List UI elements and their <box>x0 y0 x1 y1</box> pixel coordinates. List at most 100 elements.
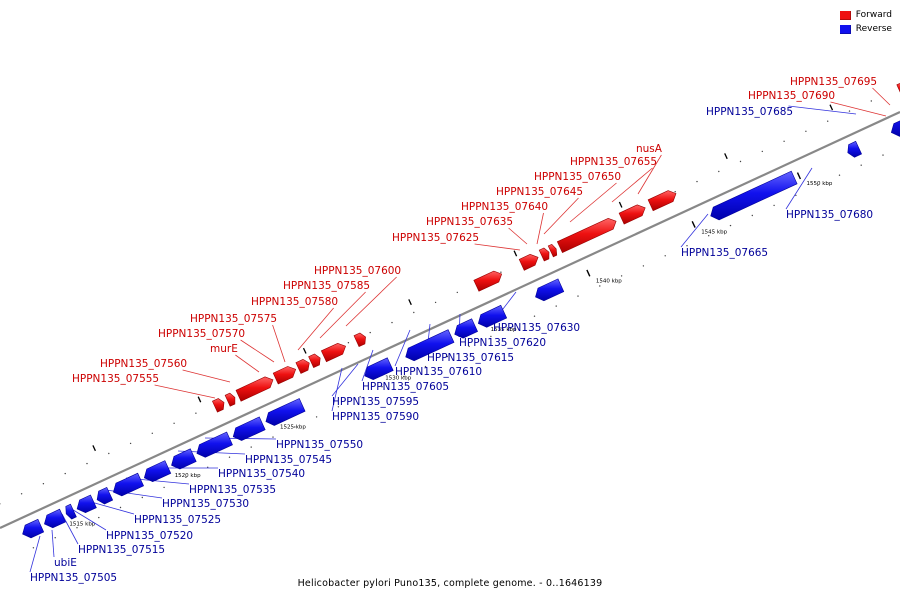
gene-label[interactable]: HPPN135_07570 <box>158 328 245 340</box>
gene-label-callout <box>543 197 579 235</box>
gene-label[interactable]: HPPN135_07650 <box>534 171 621 183</box>
gene-label[interactable]: HPPN135_07620 <box>459 337 546 349</box>
track-guide-dot <box>173 422 175 424</box>
genome-axis <box>0 111 900 529</box>
gene-label-callout <box>611 167 653 203</box>
reverse-gene-block[interactable] <box>44 508 66 529</box>
reverse-gene-block[interactable] <box>847 140 862 158</box>
track-guide-dot <box>141 496 143 499</box>
track-guide-dot <box>76 527 78 529</box>
track-guide-dot <box>674 191 676 193</box>
gene-label[interactable]: HPPN135_07515 <box>78 544 165 556</box>
gene-label[interactable]: HPPN135_07525 <box>134 514 221 526</box>
reverse-gene-block[interactable] <box>710 170 798 221</box>
legend-reverse-label: Reverse <box>855 24 892 34</box>
gene-label[interactable]: HPPN135_07540 <box>218 468 305 480</box>
gene-label[interactable]: HPPN135_07520 <box>106 530 193 542</box>
forward-gene-block[interactable] <box>473 270 503 292</box>
reverse-gene-block[interactable] <box>76 494 97 514</box>
reverse-gene-block[interactable] <box>890 107 900 137</box>
reverse-gene-block[interactable] <box>535 278 565 302</box>
gene-label[interactable]: HPPN135_07655 <box>570 156 657 168</box>
reverse-gene-block[interactable] <box>113 472 144 497</box>
track-guide-dot <box>500 271 502 273</box>
forward-gene-block[interactable] <box>235 376 274 402</box>
reverse-gene-block[interactable] <box>232 416 266 441</box>
gene-label[interactable]: HPPN135_07665 <box>681 247 768 259</box>
forward-gene-block[interactable] <box>308 353 321 368</box>
gene-label[interactable]: HPPN135_07640 <box>461 201 548 213</box>
reverse-gene-block[interactable] <box>96 487 114 505</box>
track-guide-dot <box>391 321 393 324</box>
gene-label[interactable]: HPPN135_07635 <box>426 216 513 228</box>
track-guide-dot <box>86 462 88 465</box>
minor-tick <box>724 153 728 160</box>
gene-label[interactable]: HPPN135_07530 <box>162 498 249 510</box>
reverse-gene-block[interactable] <box>196 431 233 458</box>
forward-gene-block[interactable] <box>896 82 900 96</box>
gene-label[interactable]: HPPN135_07560 <box>100 358 187 370</box>
reverse-gene-block[interactable] <box>143 460 172 483</box>
gene-label[interactable]: HPPN135_07685 <box>706 106 793 118</box>
kbp-tick <box>691 221 696 228</box>
reverse-gene-block[interactable] <box>364 357 394 381</box>
forward-gene-block[interactable] <box>353 332 366 347</box>
forward-gene-block[interactable] <box>556 217 617 253</box>
reverse-gene-block[interactable] <box>477 304 508 328</box>
forward-gene-block[interactable] <box>272 366 297 385</box>
forward-gene-block[interactable] <box>647 190 677 212</box>
gene-label[interactable]: nusA <box>636 143 663 155</box>
gene-label[interactable]: HPPN135_07575 <box>190 313 277 325</box>
gene-label[interactable]: murE <box>210 343 238 355</box>
gene-label[interactable]: HPPN135_07615 <box>427 352 514 364</box>
forward-gene-block[interactable] <box>295 358 310 374</box>
gene-label[interactable]: HPPN135_07600 <box>314 265 401 277</box>
track-guide-dot <box>413 311 415 314</box>
gene-label[interactable]: HPPN135_07610 <box>395 366 482 378</box>
forward-gene-block[interactable] <box>212 398 225 413</box>
forward-gene-block[interactable] <box>320 342 346 363</box>
gene-label-callout <box>235 354 260 373</box>
forward-gene-block[interactable] <box>547 243 558 258</box>
reverse-gene-block[interactable] <box>265 398 306 426</box>
gene-label[interactable]: HPPN135_07545 <box>245 454 332 466</box>
gene-label[interactable]: HPPN135_07645 <box>496 186 583 198</box>
gene-label[interactable]: HPPN135_07585 <box>283 280 370 292</box>
gene-label[interactable]: ubiE <box>54 557 77 569</box>
gene-label[interactable]: HPPN135_07695 <box>790 76 877 88</box>
gene-label[interactable]: HPPN135_07550 <box>276 439 363 451</box>
reverse-gene-block[interactable] <box>22 518 45 539</box>
gene-label-callout <box>785 167 813 210</box>
minor-tick <box>408 299 412 306</box>
track-guide-dot <box>185 476 187 478</box>
track-guide-dot <box>599 285 601 287</box>
track-guide-dot <box>490 335 492 338</box>
track-guide-dot <box>272 436 274 438</box>
gene-label[interactable]: HPPN135_07535 <box>189 484 276 496</box>
forward-gene-block[interactable] <box>538 247 550 262</box>
track-guide-dot <box>347 342 350 344</box>
gene-label[interactable]: HPPN135_07505 <box>30 572 117 584</box>
gene-label[interactable]: HPPN135_07580 <box>251 296 338 308</box>
reverse-gene-block[interactable] <box>65 503 77 520</box>
forward-gene-block[interactable] <box>518 253 539 271</box>
gene-label-callout <box>154 384 216 399</box>
gene-label[interactable]: HPPN135_07630 <box>493 322 580 334</box>
track-guide-dot <box>359 396 361 398</box>
gene-label[interactable]: HPPN135_07625 <box>392 232 479 244</box>
forward-gene-block[interactable] <box>618 204 646 225</box>
gene-label[interactable]: HPPN135_07690 <box>748 90 835 102</box>
gene-label[interactable]: HPPN135_07555 <box>72 373 159 385</box>
gene-label[interactable]: HPPN135_07605 <box>362 381 449 393</box>
forward-gene-block[interactable] <box>224 392 236 407</box>
gene-label[interactable]: HPPN135_07680 <box>786 209 873 221</box>
reverse-gene-block[interactable] <box>454 318 478 339</box>
track-guide-dot <box>129 442 132 445</box>
reverse-gene-block[interactable] <box>171 448 197 470</box>
track-guide-dot <box>403 375 405 378</box>
track-guide-dot <box>870 100 872 102</box>
reverse-gene-block[interactable] <box>405 329 455 362</box>
gene-label[interactable]: HPPN135_07590 <box>332 411 419 423</box>
gene-label-callout <box>240 339 275 363</box>
gene-label[interactable]: HPPN135_07595 <box>332 396 419 408</box>
